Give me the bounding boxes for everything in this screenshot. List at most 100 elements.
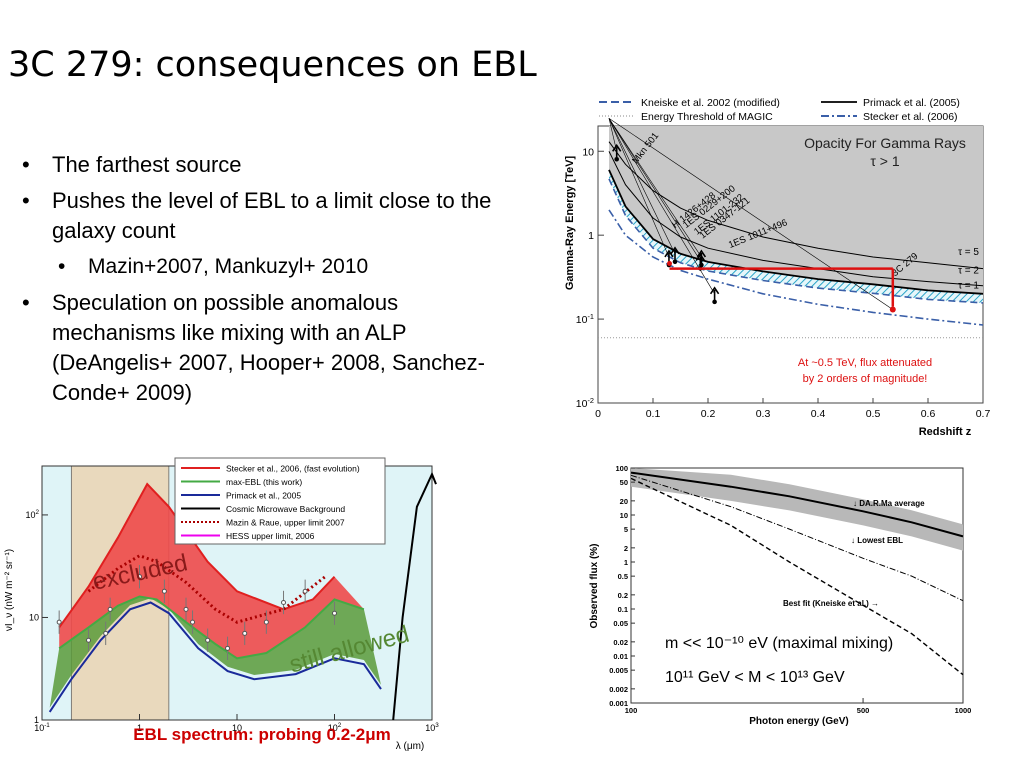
y-tick-label: 0.005 (609, 666, 628, 675)
y-axis-label: Observed flux (%) (589, 543, 600, 628)
primack-curve (48, 601, 382, 713)
x-tick-label: 1 (137, 723, 142, 733)
y-tick-label: 0.002 (609, 685, 628, 694)
y-tick-label: 0.1 (618, 605, 628, 614)
data-point (137, 574, 142, 580)
y-tick-label: 0.05 (613, 619, 628, 628)
legend-box (174, 457, 386, 545)
formula-1: m << 10⁻¹⁰ eV (maximal mixing) (665, 635, 893, 652)
allowed-region (49, 596, 381, 708)
observed-flux-chart: 100 500 1000 0.001 0.002 0.005 0.01 0.02 0.05 0.1… (583, 456, 983, 732)
data-point (281, 599, 287, 605)
flux-plot-area: 100 500 1000 0.001 0.002 0.005 0.01 0.02 0.05 0.1… (609, 464, 971, 715)
y-tick-label: 0.5 (618, 572, 628, 581)
y-tick-label: 1 (624, 558, 628, 567)
x-tick-label: 500 (857, 706, 870, 715)
legend-label: Stecker et al., 2006, (fast evolution) (226, 464, 360, 474)
ebl-caption: EBL spectrum: probing 0.2-2μm (133, 725, 391, 744)
series-label: Best fit (Kneiske et al.) → (783, 599, 879, 608)
ebl-legend: Stecker et al., 2006, (fast evolution) ma… (174, 457, 386, 545)
y-tick-label: 20 (620, 497, 628, 506)
data-point (302, 588, 308, 594)
series-label: ↓ DA.R.Ma average (853, 499, 925, 508)
mazin-curve (87, 554, 327, 624)
stecker-curve (608, 209, 984, 326)
x-tick-label: 102 (328, 722, 342, 733)
best-fit-curve (630, 477, 964, 676)
source-point (614, 156, 619, 162)
x-axis-label: Photon energy (GeV) (749, 716, 848, 727)
y-tick-label: 10 (620, 511, 628, 520)
data-point (332, 610, 337, 616)
legend-label: Energy Threshold of MAGIC (641, 111, 773, 123)
data-point (103, 630, 109, 636)
page-title: 3C 279: consequences on EBL (8, 45, 537, 85)
kneiske-curve (608, 178, 984, 304)
x-tick-label: 103 (425, 722, 439, 733)
x-tick-label: 100 (625, 706, 638, 715)
x-tick-label: 0.5 (866, 408, 881, 420)
y-tick-label: 0.01 (613, 652, 628, 661)
tau1-curve (608, 169, 984, 295)
data-point (263, 619, 269, 625)
source-line (608, 118, 676, 254)
x-tick-label: 0.2 (701, 408, 716, 420)
upper-arrow (670, 246, 680, 260)
data-point (205, 637, 211, 643)
opacity-chart: Kneiske et al. 2002 (modified) Energy Th… (555, 90, 995, 440)
x-tick-label: 1000 (955, 706, 972, 715)
opacity-legend: Kneiske et al. 2002 (modified) Energy Th… (599, 97, 960, 123)
legend-label: Primack et al. (2005) (863, 97, 960, 109)
source-line (608, 118, 893, 310)
y-tick-label: 0.001 (609, 699, 628, 708)
source-point (699, 262, 704, 268)
upper-arrow (612, 143, 622, 158)
x-axis-label: Redshift z (919, 426, 972, 438)
tau5-curve (608, 141, 984, 270)
legend-label: Primack et al., 2005 (226, 491, 301, 501)
annotation-line-1: At ~0.5 TeV, flux attenuated (798, 357, 932, 369)
source-point-3c279 (889, 306, 896, 313)
darma-curve (630, 471, 964, 538)
x-tick-label: 0.4 (811, 408, 826, 420)
series-label: ↓ Lowest EBL (851, 536, 903, 545)
source-point (712, 299, 717, 305)
formula-2: 10¹¹ GeV < M < 10¹³ GeV (665, 669, 845, 686)
source-line (608, 118, 701, 261)
data-point (56, 619, 62, 625)
bullet-item: Speculation on possible anomalous mechan… (22, 288, 492, 408)
legend-label: HESS upper limit, 2006 (226, 531, 315, 541)
legend-label: max-EBL (this work) (226, 477, 302, 487)
y-tick-label: 50 (620, 478, 628, 487)
source-line (608, 118, 715, 294)
data-point (190, 619, 196, 625)
tau2-curve (608, 151, 984, 287)
data-point (161, 588, 167, 594)
x-tick-label: 10-1 (34, 722, 50, 733)
y-tick-label: 0.2 (618, 591, 628, 600)
legend-label: Cosmic Microwave Background (226, 504, 345, 514)
cmb-curve (392, 471, 437, 721)
y-tick-label: 2 (624, 544, 628, 553)
upper-arrow (696, 249, 707, 263)
x-tick-label: 0.1 (646, 408, 661, 420)
data-point (107, 606, 113, 612)
x-tick-label: 0 (595, 408, 601, 420)
source-line (608, 118, 670, 258)
y-tick-label: 1 (34, 715, 39, 725)
x-tick-label: 0.3 (756, 408, 771, 420)
highlight-point (667, 260, 672, 266)
source-line (608, 118, 702, 258)
y-tick-label: 5 (624, 525, 628, 534)
tau-label: τ = 2 (958, 266, 979, 277)
legend-label: Kneiske et al. 2002 (modified) (641, 97, 780, 109)
annotation-line-2: by 2 orders of magnitude! (803, 373, 928, 385)
y-tick-label: 0.02 (613, 638, 628, 647)
bullet-item: The farthest source (22, 150, 492, 180)
upper-arrow (709, 286, 720, 300)
y-axis-label: νI_ν (nW m⁻² sr⁻¹) (4, 549, 15, 631)
darma-band (631, 468, 963, 551)
tau-label: τ = 1 (958, 280, 979, 291)
